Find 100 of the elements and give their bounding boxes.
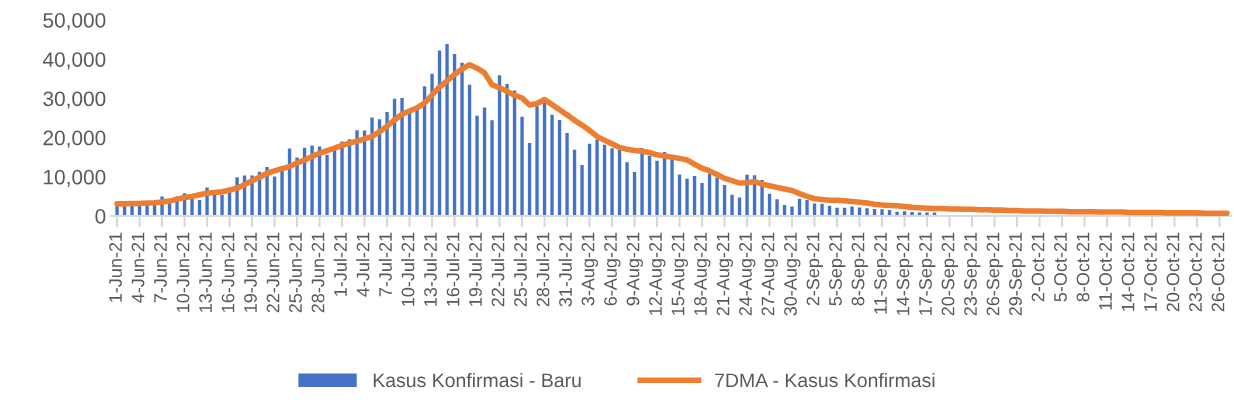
bar bbox=[670, 159, 674, 216]
bar bbox=[505, 83, 509, 216]
x-tick-label: 29-Sep-21 bbox=[1009, 232, 1026, 316]
x-tick-label: 28-Jul-21 bbox=[536, 232, 550, 307]
bar bbox=[520, 116, 524, 216]
x-tick-label: 1-Jul-21 bbox=[333, 232, 347, 296]
bar bbox=[685, 178, 689, 216]
x-tick-label: 5-Sep-21 bbox=[829, 232, 846, 306]
x-tick-label: 25-Jun-21 bbox=[289, 232, 302, 313]
x-tick-label: 23-Sep-21 bbox=[964, 232, 981, 316]
bar bbox=[835, 207, 839, 216]
x-tick-label: 7-Jun-21 bbox=[154, 232, 167, 303]
x-tick-label: 22-Jun-21 bbox=[266, 232, 280, 313]
x-tick-label: 20-Oct-21 bbox=[1166, 232, 1180, 312]
x-tick-label: 16-Jun-21 bbox=[221, 232, 235, 312]
bar bbox=[340, 141, 344, 216]
bar bbox=[415, 108, 419, 216]
bar bbox=[850, 206, 854, 216]
bar bbox=[130, 205, 134, 216]
x-tick-label: 8-Oct-21 bbox=[1076, 232, 1090, 302]
bar bbox=[580, 165, 584, 216]
x-tick-label: 2-Oct-21 bbox=[1031, 232, 1045, 302]
bar bbox=[310, 145, 314, 216]
x-tick-label: 11-Oct-21 bbox=[1099, 232, 1112, 310]
bar bbox=[220, 194, 224, 216]
x-tick-label: 28-Jun-21 bbox=[311, 232, 325, 313]
x-tick-label: 26-Oct-21 bbox=[1211, 232, 1225, 312]
x-tick-label: 6-Aug-21 bbox=[604, 232, 621, 306]
bar bbox=[910, 212, 914, 216]
bar bbox=[355, 130, 359, 216]
bar bbox=[490, 120, 494, 216]
x-tick-label: 7-Jul-21 bbox=[378, 232, 392, 297]
bar bbox=[700, 183, 704, 216]
bar bbox=[445, 43, 449, 216]
bar bbox=[595, 139, 599, 216]
x-tick-label: 8-Sep-21 bbox=[851, 232, 868, 306]
bar bbox=[280, 168, 284, 216]
bar bbox=[820, 203, 824, 216]
x-tick-label: 3-Aug-21 bbox=[581, 232, 598, 306]
x-tick-label: 26-Sep-21 bbox=[986, 232, 1003, 316]
bar bbox=[535, 106, 539, 216]
bar bbox=[460, 62, 464, 216]
x-tick-label: 21-Aug-21 bbox=[716, 232, 733, 316]
bar bbox=[325, 154, 329, 216]
x-tick-label: 12-Aug-21 bbox=[649, 232, 666, 315]
y-tick-label: 50,000 bbox=[43, 13, 106, 31]
x-tick-label: 23-Oct-21 bbox=[1189, 232, 1202, 312]
x-tick-label: 14-Oct-21 bbox=[1121, 232, 1135, 311]
x-tick-label: 2-Sep-21 bbox=[806, 232, 823, 306]
bar bbox=[370, 117, 374, 216]
x-tick-label: 11-Sep-21 bbox=[874, 232, 891, 314]
bar bbox=[865, 208, 869, 216]
y-tick-label: 40,000 bbox=[42, 52, 106, 70]
x-tick-label: 30-Aug-21 bbox=[784, 232, 801, 316]
x-tick-label: 19-Jul-21 bbox=[468, 232, 482, 306]
bar bbox=[790, 206, 794, 216]
legend-label: Kasus Konfirmasi - Baru bbox=[373, 372, 581, 388]
legend-label: 7DMA - Kasus Konfirmasi bbox=[715, 372, 935, 388]
x-tick-label: 13-Jun-21 bbox=[199, 232, 212, 312]
x-tick-label: 14-Sep-21 bbox=[896, 232, 913, 315]
bar bbox=[610, 148, 614, 216]
bar bbox=[805, 199, 809, 216]
bar bbox=[295, 157, 299, 216]
bar bbox=[775, 199, 779, 216]
y-tick-label: 0 bbox=[95, 209, 106, 224]
bar bbox=[640, 148, 644, 216]
bar bbox=[715, 177, 719, 216]
x-tick-label: 9-Aug-21 bbox=[626, 232, 643, 306]
x-tick-label: 4-Jul-21 bbox=[356, 232, 370, 297]
x-tick-label: 17-Oct-21 bbox=[1144, 232, 1157, 311]
bar bbox=[925, 212, 929, 216]
x-tick-label: 10-Jun-21 bbox=[176, 232, 190, 312]
x-tick-label: 20-Sep-21 bbox=[941, 232, 958, 316]
y-tick-label: 10,000 bbox=[44, 169, 106, 188]
bar bbox=[400, 98, 404, 216]
x-tick-label: 27-Aug-21 bbox=[761, 232, 778, 316]
x-tick-label: 5-Oct-21 bbox=[1054, 232, 1067, 302]
bar bbox=[475, 115, 479, 216]
x-tick-label: 1-Jun-21 bbox=[109, 232, 122, 302]
y-tick-label: 20,000 bbox=[43, 130, 106, 148]
bar bbox=[565, 132, 569, 216]
x-tick-label: 17-Sep-21 bbox=[919, 232, 936, 315]
x-tick-label: 18-Aug-21 bbox=[694, 232, 711, 315]
x-tick-label: 13-Jul-21 bbox=[423, 232, 437, 306]
bar bbox=[385, 112, 389, 216]
x-tick-label: 31-Jul-21 bbox=[558, 232, 572, 307]
bar bbox=[880, 209, 884, 216]
x-tick-label: 10-Jul-21 bbox=[401, 232, 415, 306]
bar bbox=[625, 162, 629, 216]
bar bbox=[430, 73, 434, 216]
bar bbox=[655, 160, 659, 216]
x-tick-label: 16-Jul-21 bbox=[446, 232, 460, 306]
x-tick-label: 19-Jun-21 bbox=[244, 232, 257, 312]
x-tick-label: 25-Jul-21 bbox=[513, 232, 527, 307]
x-tick-label: 22-Jul-21 bbox=[491, 232, 505, 307]
y-tick-label: 30,000 bbox=[43, 91, 106, 109]
x-tick-label: 4-Jun-21 bbox=[131, 232, 145, 303]
x-tick-label: 24-Aug-21 bbox=[739, 232, 756, 316]
bar bbox=[730, 194, 734, 216]
bar bbox=[550, 114, 554, 216]
